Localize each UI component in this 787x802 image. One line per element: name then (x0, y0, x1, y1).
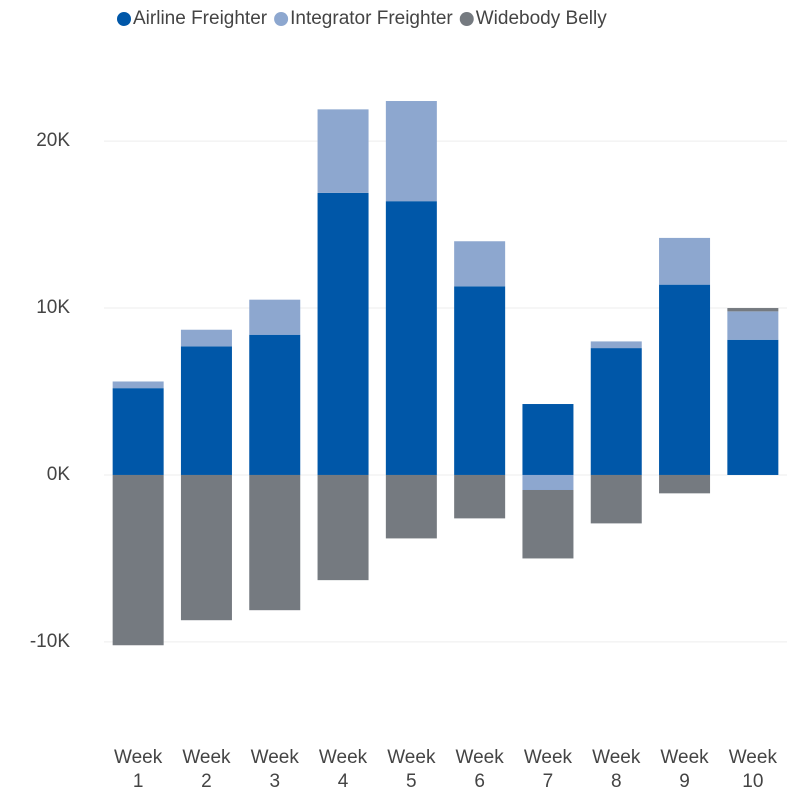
legend-label: Airline Freighter (133, 8, 268, 29)
legend-swatch (274, 12, 289, 26)
bar (112, 388, 164, 475)
bar (249, 299, 301, 335)
bar (522, 404, 574, 475)
bar (522, 474, 574, 490)
y-tick-label: 10K (36, 297, 70, 318)
bar (317, 109, 369, 193)
bar (659, 237, 711, 285)
bar (454, 286, 506, 475)
bar (659, 474, 711, 494)
y-tick-label: -10K (30, 631, 70, 652)
bar (180, 346, 232, 475)
legend-swatch (117, 12, 131, 26)
legend-swatch (459, 12, 474, 26)
bar (727, 311, 779, 340)
bar (454, 241, 506, 287)
bar (317, 474, 369, 581)
x-tick-label: Week 4 (318, 747, 368, 792)
bar (385, 474, 437, 539)
bar (385, 201, 437, 475)
legend-label: Widebody Belly (476, 8, 607, 29)
y-tick-label: 20K (36, 130, 70, 151)
x-tick-label: Week 8 (592, 747, 641, 792)
x-tick-label: Week 5 (387, 747, 436, 792)
legend-label: Integrator Freighter (290, 8, 453, 29)
bar (249, 474, 301, 611)
bar (590, 341, 642, 349)
bar (180, 474, 232, 621)
bar (112, 474, 164, 646)
bar (590, 474, 642, 524)
bar (249, 334, 301, 475)
bar (659, 284, 711, 475)
x-tick-label: Week 1 (114, 747, 163, 792)
legend: Airline Freighter Integrator Freighter Wid… (117, 8, 607, 29)
x-tick-label: Week 9 (660, 747, 709, 792)
x-tick-label: Week 7 (523, 747, 573, 792)
bar (590, 348, 642, 475)
x-tick-label: Week 10 (728, 747, 777, 792)
bar (727, 308, 779, 312)
bar (727, 339, 779, 475)
x-tick-label: Week 2 (182, 747, 231, 792)
bar (385, 101, 437, 202)
x-tick-label: Week 3 (250, 747, 299, 792)
bar (522, 489, 574, 559)
bar (317, 192, 369, 475)
y-tick-label: 0K (47, 464, 71, 485)
x-tick-label: Week 6 (455, 747, 504, 792)
bar (112, 381, 164, 389)
bar (454, 474, 506, 519)
bar (180, 329, 232, 347)
